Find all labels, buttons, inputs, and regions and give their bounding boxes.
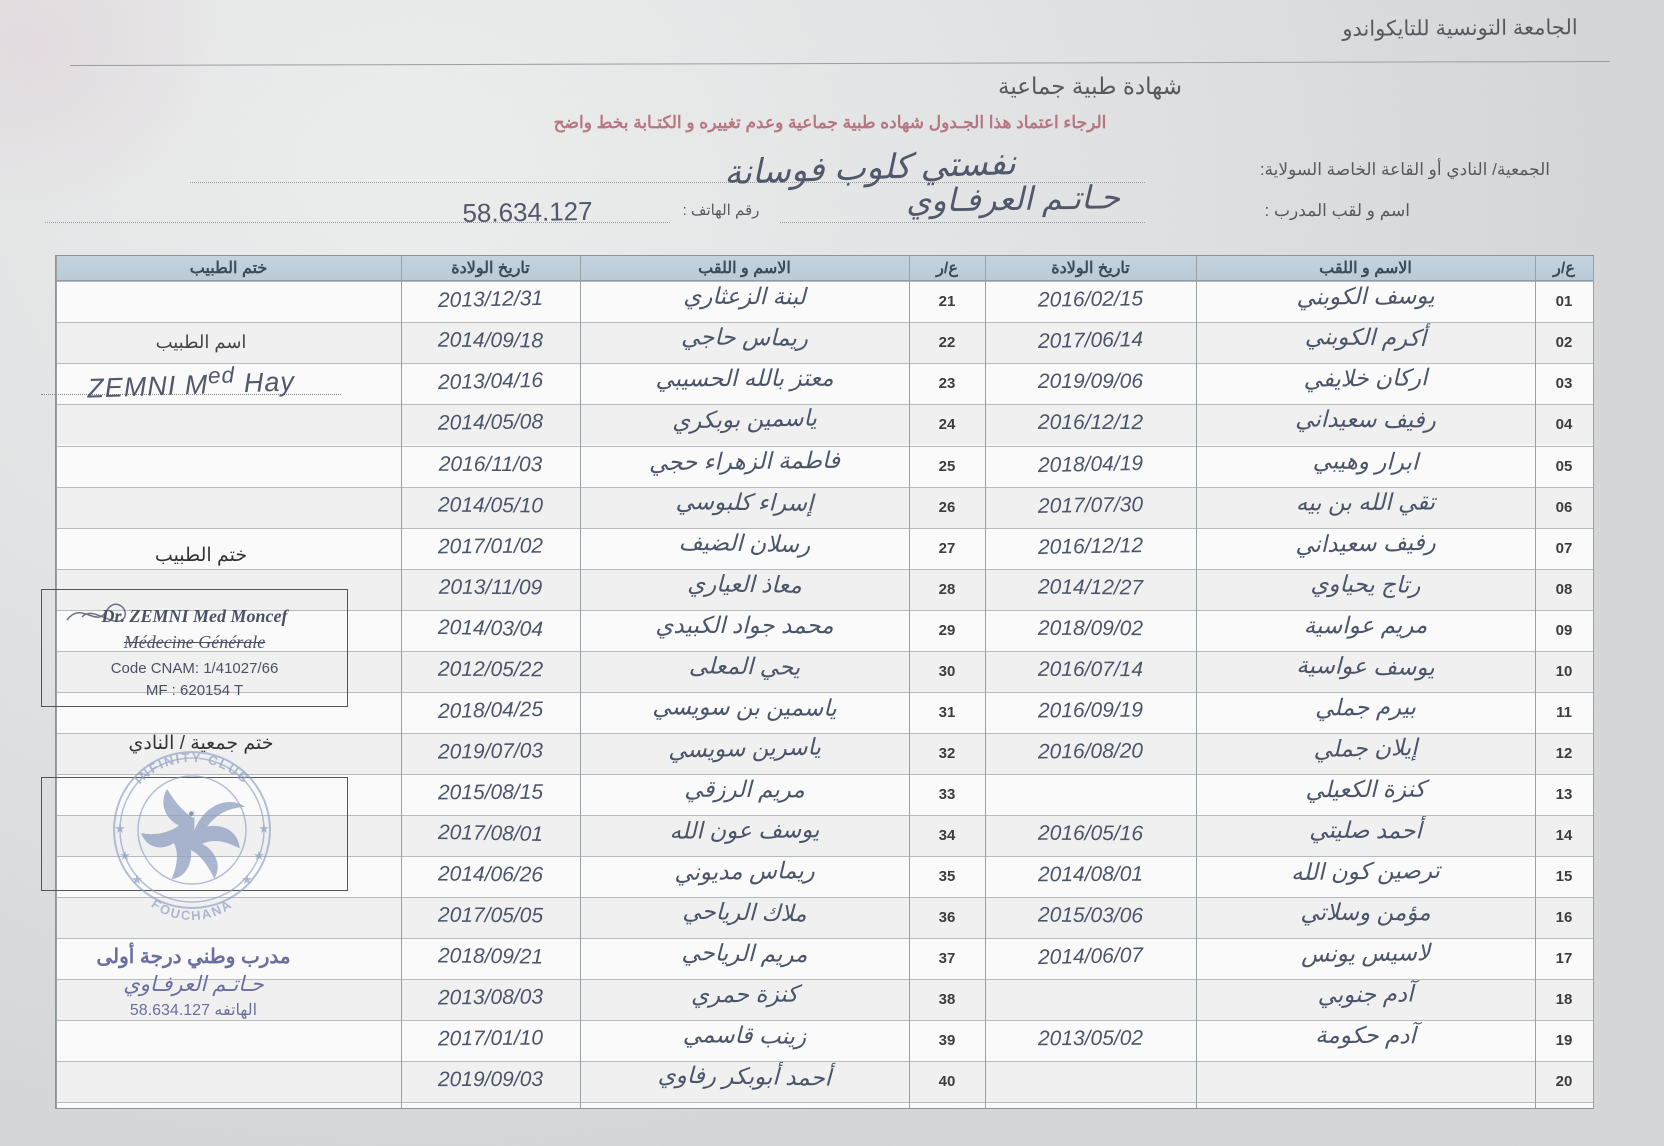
svg-text:★: ★ — [114, 821, 126, 836]
svg-text:★: ★ — [119, 848, 131, 863]
svg-text:★: ★ — [253, 848, 265, 863]
svg-text:★: ★ — [131, 872, 143, 887]
svg-text:★: ★ — [241, 872, 253, 887]
svg-text:★: ★ — [258, 821, 270, 836]
svg-text:FOUCHANA: FOUCHANA — [149, 896, 235, 923]
svg-text:INFINITY CLUB: INFINITY CLUB — [131, 750, 252, 787]
